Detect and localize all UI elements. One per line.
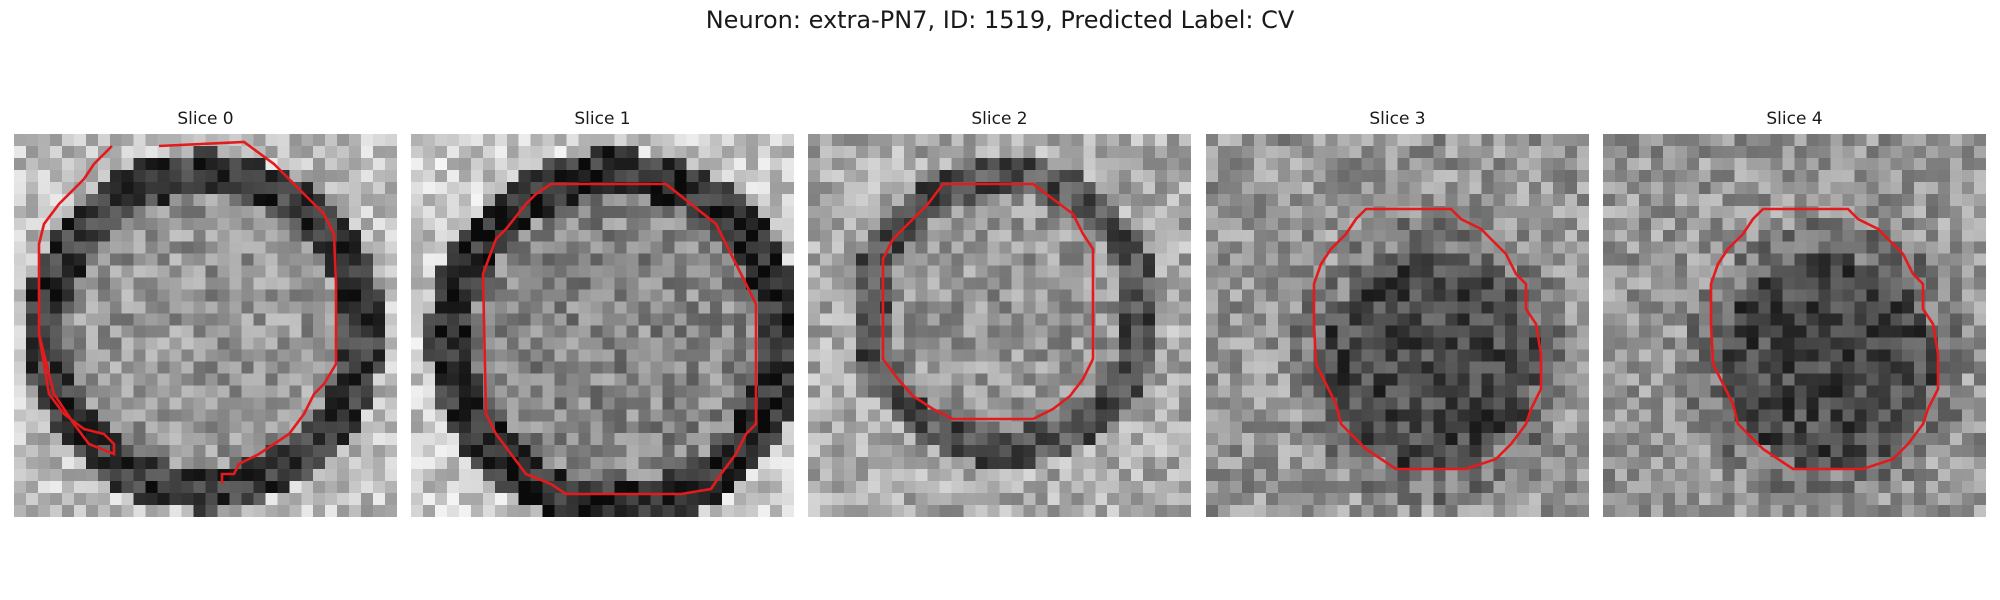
microscopy-image-slice-3 <box>1206 134 1589 517</box>
slice-title-0: Slice 0 <box>177 109 234 129</box>
microscopy-image-slice-2 <box>808 134 1191 517</box>
contour-line-slice-3 <box>1312 207 1543 471</box>
contour-line-slice-0 <box>37 145 116 456</box>
cell-contour-slice-3 <box>1312 207 1543 471</box>
cell-contour-slice-4 <box>1709 207 1940 471</box>
slice-title-1: Slice 1 <box>574 109 631 129</box>
cell-contour-slice-1 <box>481 182 758 496</box>
contour-line-slice-1 <box>481 182 758 496</box>
contour-line-slice-0b <box>158 140 338 484</box>
cell-contour-slice-0 <box>37 140 338 484</box>
microscopy-image-slice-0 <box>14 134 397 517</box>
slice-title-4: Slice 4 <box>1766 109 1823 129</box>
contour-line-slice-2 <box>881 182 1095 421</box>
microscopy-image-slice-4 <box>1603 134 1986 517</box>
cell-contour-slice-2 <box>881 182 1095 421</box>
microscopy-image-slice-1 <box>411 134 794 517</box>
slice-title-3: Slice 3 <box>1369 109 1426 129</box>
slice-title-2: Slice 2 <box>971 109 1028 129</box>
figure-title: Neuron: extra-PN7, ID: 1519, Predicted L… <box>705 6 1295 34</box>
contour-line-slice-4 <box>1709 207 1940 471</box>
